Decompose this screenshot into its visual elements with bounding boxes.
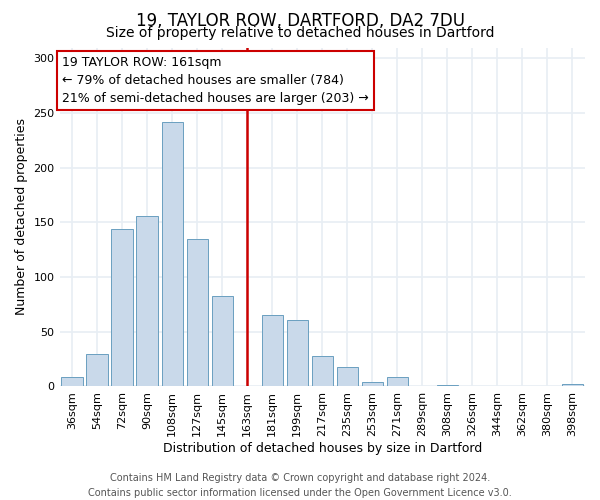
Text: Size of property relative to detached houses in Dartford: Size of property relative to detached ho… (106, 26, 494, 40)
Text: 19, TAYLOR ROW, DARTFORD, DA2 7DU: 19, TAYLOR ROW, DARTFORD, DA2 7DU (136, 12, 464, 30)
Bar (262, 316, 283, 386)
Bar (136, 216, 158, 386)
Bar (112, 229, 133, 386)
Text: 19 TAYLOR ROW: 161sqm
← 79% of detached houses are smaller (784)
21% of semi-det: 19 TAYLOR ROW: 161sqm ← 79% of detached … (62, 56, 369, 105)
Text: Contains HM Land Registry data © Crown copyright and database right 2024.
Contai: Contains HM Land Registry data © Crown c… (88, 472, 512, 498)
Bar (86, 354, 108, 386)
Y-axis label: Number of detached properties: Number of detached properties (15, 118, 28, 316)
Bar (387, 376, 408, 386)
Bar (287, 320, 308, 386)
Bar (562, 384, 583, 386)
X-axis label: Distribution of detached houses by size in Dartford: Distribution of detached houses by size … (163, 442, 482, 455)
Bar (61, 376, 83, 386)
Bar (337, 367, 358, 386)
Bar (212, 296, 233, 386)
Bar (187, 239, 208, 386)
Bar (161, 122, 183, 386)
Bar (362, 382, 383, 386)
Bar (311, 356, 333, 386)
